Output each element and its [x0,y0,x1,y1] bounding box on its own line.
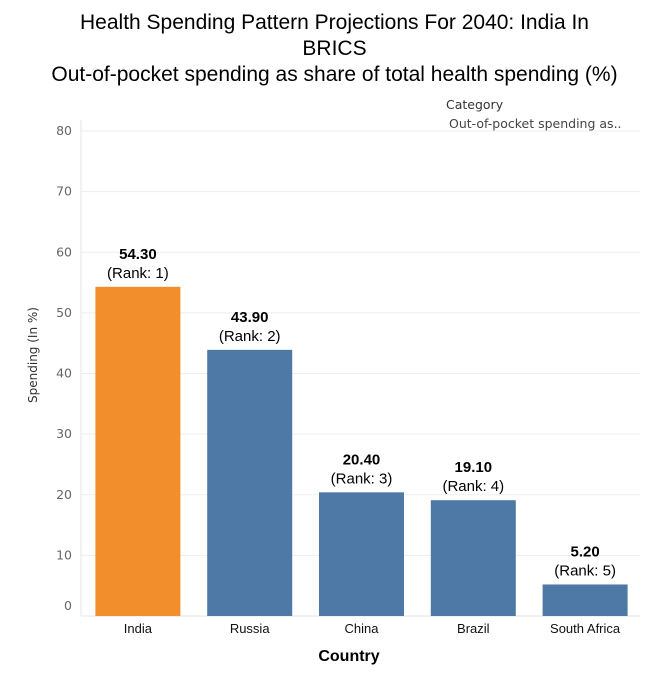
y-tick-label: 30 [56,426,72,441]
x-tick-label: China [345,621,380,636]
rank-label: (Rank: 5) [554,562,616,579]
value-label: 5.20 [570,543,599,560]
data-labels: 54.30 (Rank: 1) 43.90 (Rank: 2) 20.40 (Rank: … [107,246,616,580]
x-axis-label: Country [318,648,380,665]
bar-china[interactable] [319,492,404,616]
y-axis-ticks: 0 10 20 30 40 50 60 70 80 [56,123,72,613]
x-tick-label: India [124,621,153,636]
bars [95,286,628,616]
bar-russia[interactable] [207,349,293,616]
legend-entry[interactable]: Out-of-pocket spending as.. [449,116,622,131]
chart-title-line-2: BRICS [302,37,367,60]
legend[interactable]: Category Out-of-pocket spending as.. [446,97,622,131]
legend-title: Category [446,97,504,112]
rank-label: (Rank: 2) [219,328,281,345]
value-label: 43.90 [231,309,269,326]
rank-label: (Rank: 3) [331,470,393,487]
x-tick-label: Brazil [457,621,490,636]
y-tick-label: 40 [56,366,72,381]
x-tick-label: Russia [230,621,271,636]
y-tick-label: 20 [56,487,72,502]
y-tick-label: 50 [56,305,72,320]
chart-title-line-3: Out-of-pocket spending as share of total… [51,63,618,86]
chart-title: Health Spending Pattern Projections For … [0,10,669,88]
value-label: 19.10 [455,459,493,476]
bar-brazil[interactable] [430,500,516,616]
y-tick-label: 70 [56,184,72,199]
y-tick-label: 80 [56,123,72,138]
bar-india[interactable] [95,286,181,616]
x-axis-ticks: India Russia China Brazil South Africa [124,621,621,636]
x-tick-label: South Africa [550,621,621,636]
chart-title-line-1: Health Spending Pattern Projections For … [80,11,589,34]
y-tick-label: 60 [56,244,72,259]
value-label: 20.40 [343,451,381,468]
rank-label: (Rank: 1) [107,265,169,282]
bar-south-africa[interactable] [542,584,628,616]
y-tick-label: 10 [56,547,72,562]
value-label: 54.30 [119,246,157,263]
rank-label: (Rank: 4) [442,478,504,495]
y-tick-label: 0 [64,598,72,613]
